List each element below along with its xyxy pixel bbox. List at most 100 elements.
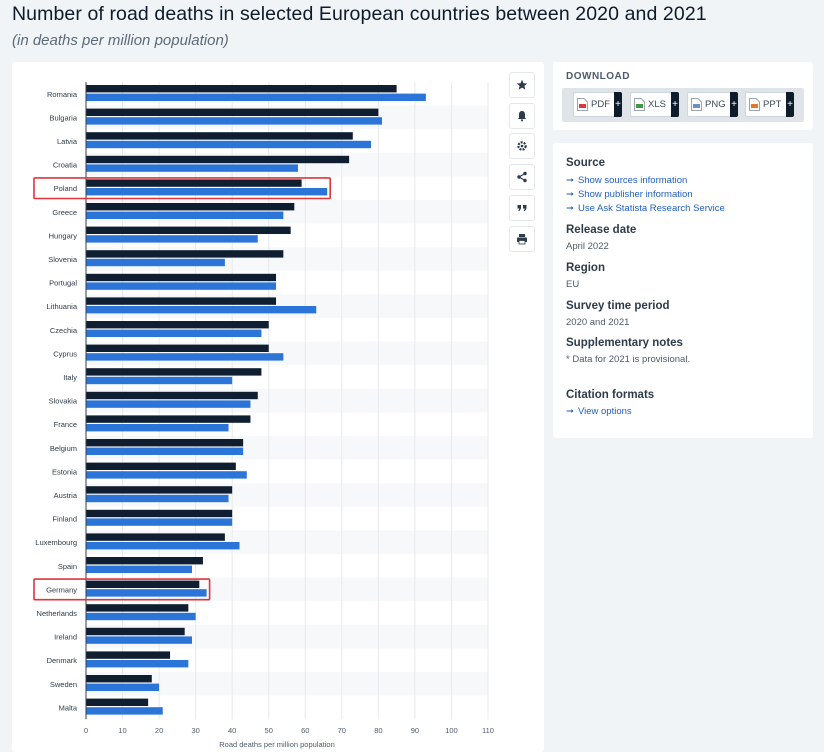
show-publisher-link[interactable]: ➞ Show publisher information xyxy=(566,189,693,200)
bar-2021-denmark xyxy=(86,660,189,668)
download-title: DOWNLOAD xyxy=(566,71,630,82)
bar-2021-finland xyxy=(86,518,233,526)
cite-button[interactable] xyxy=(509,195,535,221)
bar-2020-spain xyxy=(86,557,203,565)
category-label: Austria xyxy=(54,491,78,500)
bar-2020-slovakia xyxy=(86,391,258,400)
ask-statista-link[interactable]: ➞ Use Ask Statista Research Service xyxy=(566,203,725,214)
bar-2020-belgium xyxy=(86,439,244,447)
arrow-right-icon: ➞ xyxy=(566,189,574,200)
xls-file-icon xyxy=(634,98,645,111)
bar-2020-sweden xyxy=(86,675,152,683)
x-tick-label: 60 xyxy=(301,726,309,735)
category-label: Denmark xyxy=(47,656,78,665)
bar-2021-poland xyxy=(86,188,328,196)
download-ppt-label: PPT xyxy=(763,99,782,110)
highlight-box xyxy=(33,177,332,200)
bar-2021-sweden xyxy=(86,683,160,691)
ppt-file-icon xyxy=(749,98,760,111)
bar-2020-denmark xyxy=(86,651,171,659)
bar-2021-lithuania xyxy=(86,306,317,314)
category-label: Sweden xyxy=(50,680,77,689)
plus-icon: + xyxy=(786,92,794,117)
region-heading: Region xyxy=(566,262,605,274)
bar-2021-portugal xyxy=(86,282,277,290)
bar-2021-germany xyxy=(86,589,207,597)
plus-icon: + xyxy=(614,92,622,117)
category-label: Latvia xyxy=(57,137,78,146)
download-xls-button[interactable]: XLS + xyxy=(630,92,679,117)
ask-statista-label: Use Ask Statista Research Service xyxy=(577,203,725,214)
category-label: Germany xyxy=(46,585,77,594)
plus-icon: + xyxy=(730,92,738,117)
view-options-label: View options xyxy=(577,406,632,417)
quote-icon xyxy=(517,205,527,211)
view-options-link[interactable]: ➞ View options xyxy=(566,406,632,417)
pdf-file-icon xyxy=(577,98,588,111)
category-label: Slovenia xyxy=(48,255,78,264)
arrow-right-icon: ➞ xyxy=(566,406,574,417)
bar-2020-slovenia xyxy=(86,250,284,258)
notification-button[interactable] xyxy=(509,103,535,129)
bar-2021-ireland xyxy=(86,636,192,644)
download-ppt-button[interactable]: PPT + xyxy=(745,92,794,117)
bar-2020-finland xyxy=(86,509,233,518)
settings-button[interactable] xyxy=(509,133,535,159)
category-label: Croatia xyxy=(53,161,78,170)
category-label: Estonia xyxy=(52,467,78,476)
download-png-label: PNG xyxy=(705,99,726,110)
bar-2021-austria xyxy=(86,494,229,503)
print-icon xyxy=(517,234,527,245)
bar-2020-luxembourg xyxy=(86,533,225,541)
notes-value: * Data for 2021 is provisional. xyxy=(566,354,691,365)
bar-2020-portugal xyxy=(86,273,277,282)
download-pdf-label: PDF xyxy=(591,99,610,110)
release-heading: Release date xyxy=(566,224,637,236)
x-tick-label: 20 xyxy=(155,726,163,735)
period-heading: Survey time period xyxy=(566,300,670,312)
x-tick-label: 50 xyxy=(265,726,273,735)
page-title: Number of road deaths in selected Europe… xyxy=(12,3,707,25)
bar-2021-estonia xyxy=(86,471,247,479)
chart-card: 0 10 20 30 40 50 60 70 80 90 100 110 Romania Bulgaria… xyxy=(12,62,544,752)
bar-2020-greece xyxy=(86,203,295,211)
bar-2021-bulgaria xyxy=(86,117,383,125)
bell-icon xyxy=(518,111,526,122)
bar-2020-malta xyxy=(86,698,149,706)
favorite-button[interactable] xyxy=(509,72,535,98)
info-panel: Source ➞ Show sources information ➞ Show p… xyxy=(553,143,813,438)
print-button[interactable] xyxy=(509,226,535,252)
show-sources-link[interactable]: ➞ Show sources information xyxy=(566,175,687,186)
x-tick-label: 90 xyxy=(411,726,419,735)
category-label: Italy xyxy=(63,373,77,382)
bar-2021-netherlands xyxy=(86,612,196,621)
download-pdf-button[interactable]: PDF + xyxy=(573,92,622,117)
x-tick-label: 110 xyxy=(482,726,494,735)
bar-2020-lithuania xyxy=(86,297,277,305)
bar-2020-romania xyxy=(86,85,397,93)
bar-2020-poland xyxy=(86,179,302,187)
download-bar: PDF + XLS + PNG + PPT + xyxy=(562,88,804,122)
citation-heading: Citation formats xyxy=(566,389,655,401)
x-tick-label: 0 xyxy=(84,726,88,735)
plus-icon: + xyxy=(671,92,679,117)
bar-2020-latvia xyxy=(86,132,353,140)
region-value: EU xyxy=(566,279,580,290)
png-file-icon xyxy=(691,98,702,111)
bar-2021-greece xyxy=(86,211,284,219)
category-label: Portugal xyxy=(49,279,77,288)
category-label: Malta xyxy=(59,703,78,712)
x-tick-label: 40 xyxy=(228,726,236,735)
bar-2020-croatia xyxy=(86,155,350,164)
category-label: Greece xyxy=(52,208,77,217)
category-label: Netherlands xyxy=(37,609,78,618)
bar-2020-netherlands xyxy=(86,604,189,612)
download-png-button[interactable]: PNG + xyxy=(687,92,738,117)
category-label: Bulgaria xyxy=(49,113,77,122)
category-label: Slovakia xyxy=(49,397,78,406)
bar-2021-slovakia xyxy=(86,400,251,408)
source-heading: Source xyxy=(566,157,605,169)
share-button[interactable] xyxy=(509,164,535,190)
category-label: Czechia xyxy=(50,326,78,335)
bar-2021-romania xyxy=(86,93,426,101)
